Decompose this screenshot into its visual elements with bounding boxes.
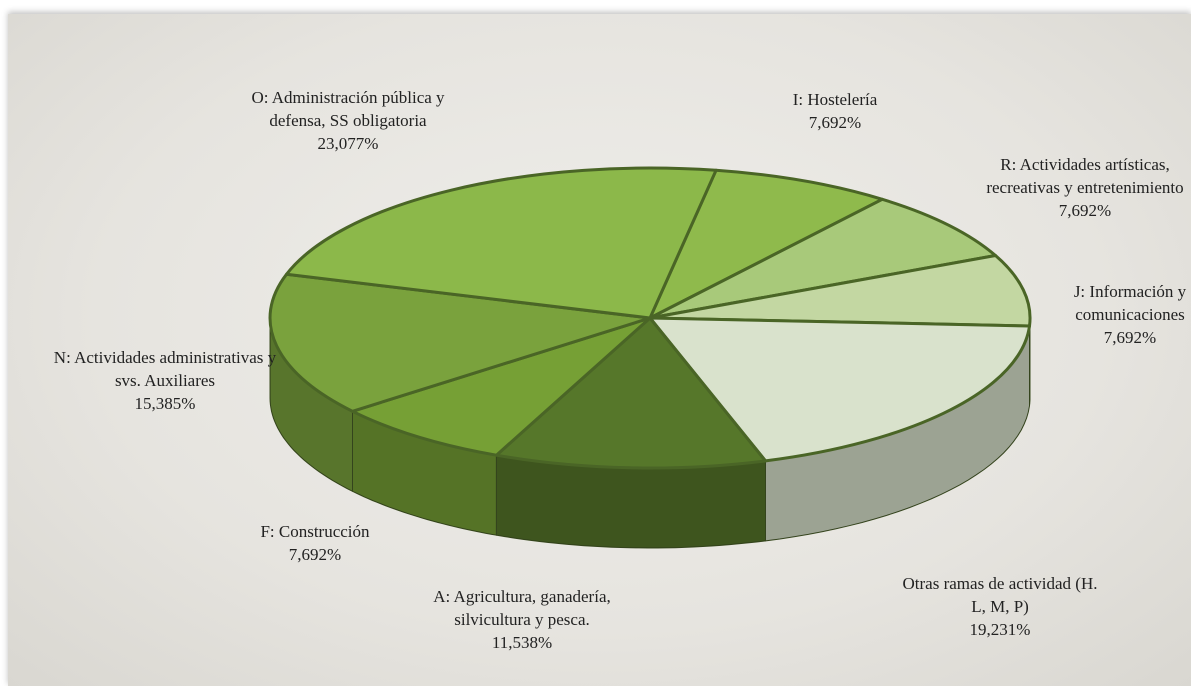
slice <box>494 316 767 470</box>
slice <box>268 272 652 413</box>
value-label: 19,231% <box>969 620 1031 639</box>
slice-label: Otras ramas de actividad (H. L, M, P) 19,… <box>900 572 1100 641</box>
category-label: J: Información y comunicaciones <box>1073 282 1187 324</box>
slice-side-shade <box>496 455 766 548</box>
slice-label: O: Administración pública y defensa, SS … <box>238 86 458 155</box>
category-label: F: Construcción <box>260 522 370 541</box>
slice-label: F: Construcción 7,692% <box>220 520 410 566</box>
category-label: A: Agricultura, ganadería, silvicultura … <box>433 587 611 629</box>
slice <box>648 316 1031 463</box>
category-label: R: Actividades artísticas, recreativas y… <box>986 155 1184 197</box>
slice-label: J: Información y comunicaciones 7,692% <box>1045 280 1191 349</box>
slice <box>648 254 1032 328</box>
value-label: 7,692% <box>1103 328 1157 347</box>
slice <box>351 316 652 457</box>
slice-label: A: Agricultura, ganadería, silvicultura … <box>412 585 632 654</box>
slice <box>285 166 718 320</box>
category-label: Otras ramas de actividad (H. L, M, P) <box>902 574 1098 616</box>
slice-label: I: Hostelería 7,692% <box>735 88 935 134</box>
value-label: 7,692% <box>808 113 862 132</box>
value-label: 7,692% <box>288 545 342 564</box>
value-label: 11,538% <box>491 633 553 652</box>
value-label: 23,077% <box>317 134 379 153</box>
category-label: O: Administración pública y defensa, SS … <box>251 88 445 130</box>
slice-label: N: Actividades administrativas y svs. Au… <box>50 346 280 415</box>
category-label: N: Actividades administrativas y svs. Au… <box>53 348 277 390</box>
slice-side-shade <box>270 318 353 492</box>
slice-label: R: Actividades artísticas, recreativas y… <box>970 153 1191 222</box>
value-label: 15,385% <box>134 394 196 413</box>
slice <box>648 197 997 320</box>
slice-side-shade <box>352 411 497 536</box>
slice <box>648 168 884 320</box>
category-label: I: Hostelería <box>792 90 878 109</box>
value-label: 7,692% <box>1058 201 1112 220</box>
